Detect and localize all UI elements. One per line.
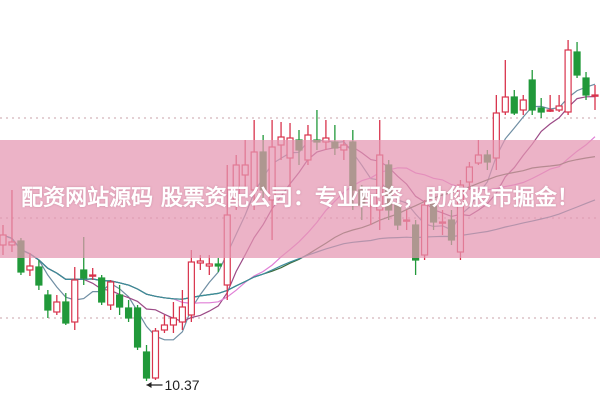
candle-body bbox=[501, 96, 509, 113]
candle-up bbox=[151, 328, 160, 380]
candle-up bbox=[205, 255, 213, 275]
candle-body bbox=[107, 281, 115, 306]
candle-down bbox=[510, 90, 518, 115]
candle-up bbox=[178, 290, 186, 330]
candle-body bbox=[62, 301, 70, 324]
candle-body bbox=[53, 301, 61, 313]
candle-body bbox=[582, 77, 590, 96]
candle-body bbox=[124, 307, 133, 319]
candle-body bbox=[573, 51, 581, 76]
candle-body bbox=[510, 96, 518, 114]
candle-body bbox=[214, 263, 222, 267]
candle-up bbox=[555, 95, 563, 112]
candle-down bbox=[537, 98, 545, 118]
candle-down bbox=[573, 42, 581, 78]
candle-body bbox=[187, 261, 195, 316]
candle-up bbox=[564, 40, 572, 115]
promo-banner: 配资网站源码 股票资配公司：专业配资，助您股市掘金！ bbox=[0, 140, 600, 258]
candle-down bbox=[528, 70, 536, 115]
candle-up bbox=[501, 60, 509, 115]
candle-body bbox=[564, 49, 572, 113]
candle-up bbox=[519, 95, 527, 115]
candle-body bbox=[116, 294, 124, 308]
candle-body bbox=[98, 277, 106, 303]
candle-body bbox=[555, 105, 563, 111]
candle-body bbox=[546, 109, 554, 112]
candle-body bbox=[142, 351, 151, 379]
candle-down bbox=[133, 305, 142, 350]
candle-down bbox=[582, 72, 590, 100]
candle-body bbox=[35, 266, 43, 286]
candle-down bbox=[35, 260, 43, 290]
low-arrow-head bbox=[146, 382, 152, 388]
candle-body bbox=[133, 307, 142, 348]
candle-body bbox=[80, 269, 88, 279]
candle-up bbox=[160, 315, 169, 333]
annotations: 10.37 bbox=[146, 377, 200, 393]
candle-down bbox=[62, 293, 70, 325]
banner-title: 配资网站源码 股票资配公司：专业配资，助您股市掘金！ bbox=[21, 186, 579, 211]
candle-down bbox=[214, 258, 222, 272]
candle-down bbox=[124, 300, 133, 322]
candle-down bbox=[116, 285, 124, 315]
candle-body bbox=[151, 330, 160, 379]
candle-down bbox=[44, 290, 52, 318]
candle-body bbox=[169, 317, 178, 326]
candle-body bbox=[591, 94, 599, 97]
candle-body bbox=[160, 324, 169, 331]
candle-body bbox=[89, 274, 97, 277]
candle-body bbox=[205, 263, 213, 267]
candle-body bbox=[537, 107, 545, 113]
candle-up bbox=[546, 95, 554, 112]
candle-down bbox=[98, 275, 106, 305]
candle-up bbox=[169, 302, 178, 333]
candle-body bbox=[178, 306, 186, 323]
candle-body bbox=[196, 260, 204, 264]
candle-up bbox=[53, 295, 61, 315]
candle-up bbox=[71, 267, 79, 330]
candle-up bbox=[107, 280, 115, 310]
candle-body bbox=[44, 294, 52, 311]
candle-down bbox=[142, 345, 151, 381]
candle-up bbox=[591, 85, 599, 110]
low-price-label: 10.37 bbox=[165, 377, 200, 393]
candle-body bbox=[71, 279, 79, 323]
candle-up bbox=[89, 268, 97, 280]
candle-body bbox=[26, 265, 34, 271]
candle-body bbox=[519, 99, 527, 111]
candle-up bbox=[187, 250, 195, 322]
candle-body bbox=[528, 79, 536, 111]
